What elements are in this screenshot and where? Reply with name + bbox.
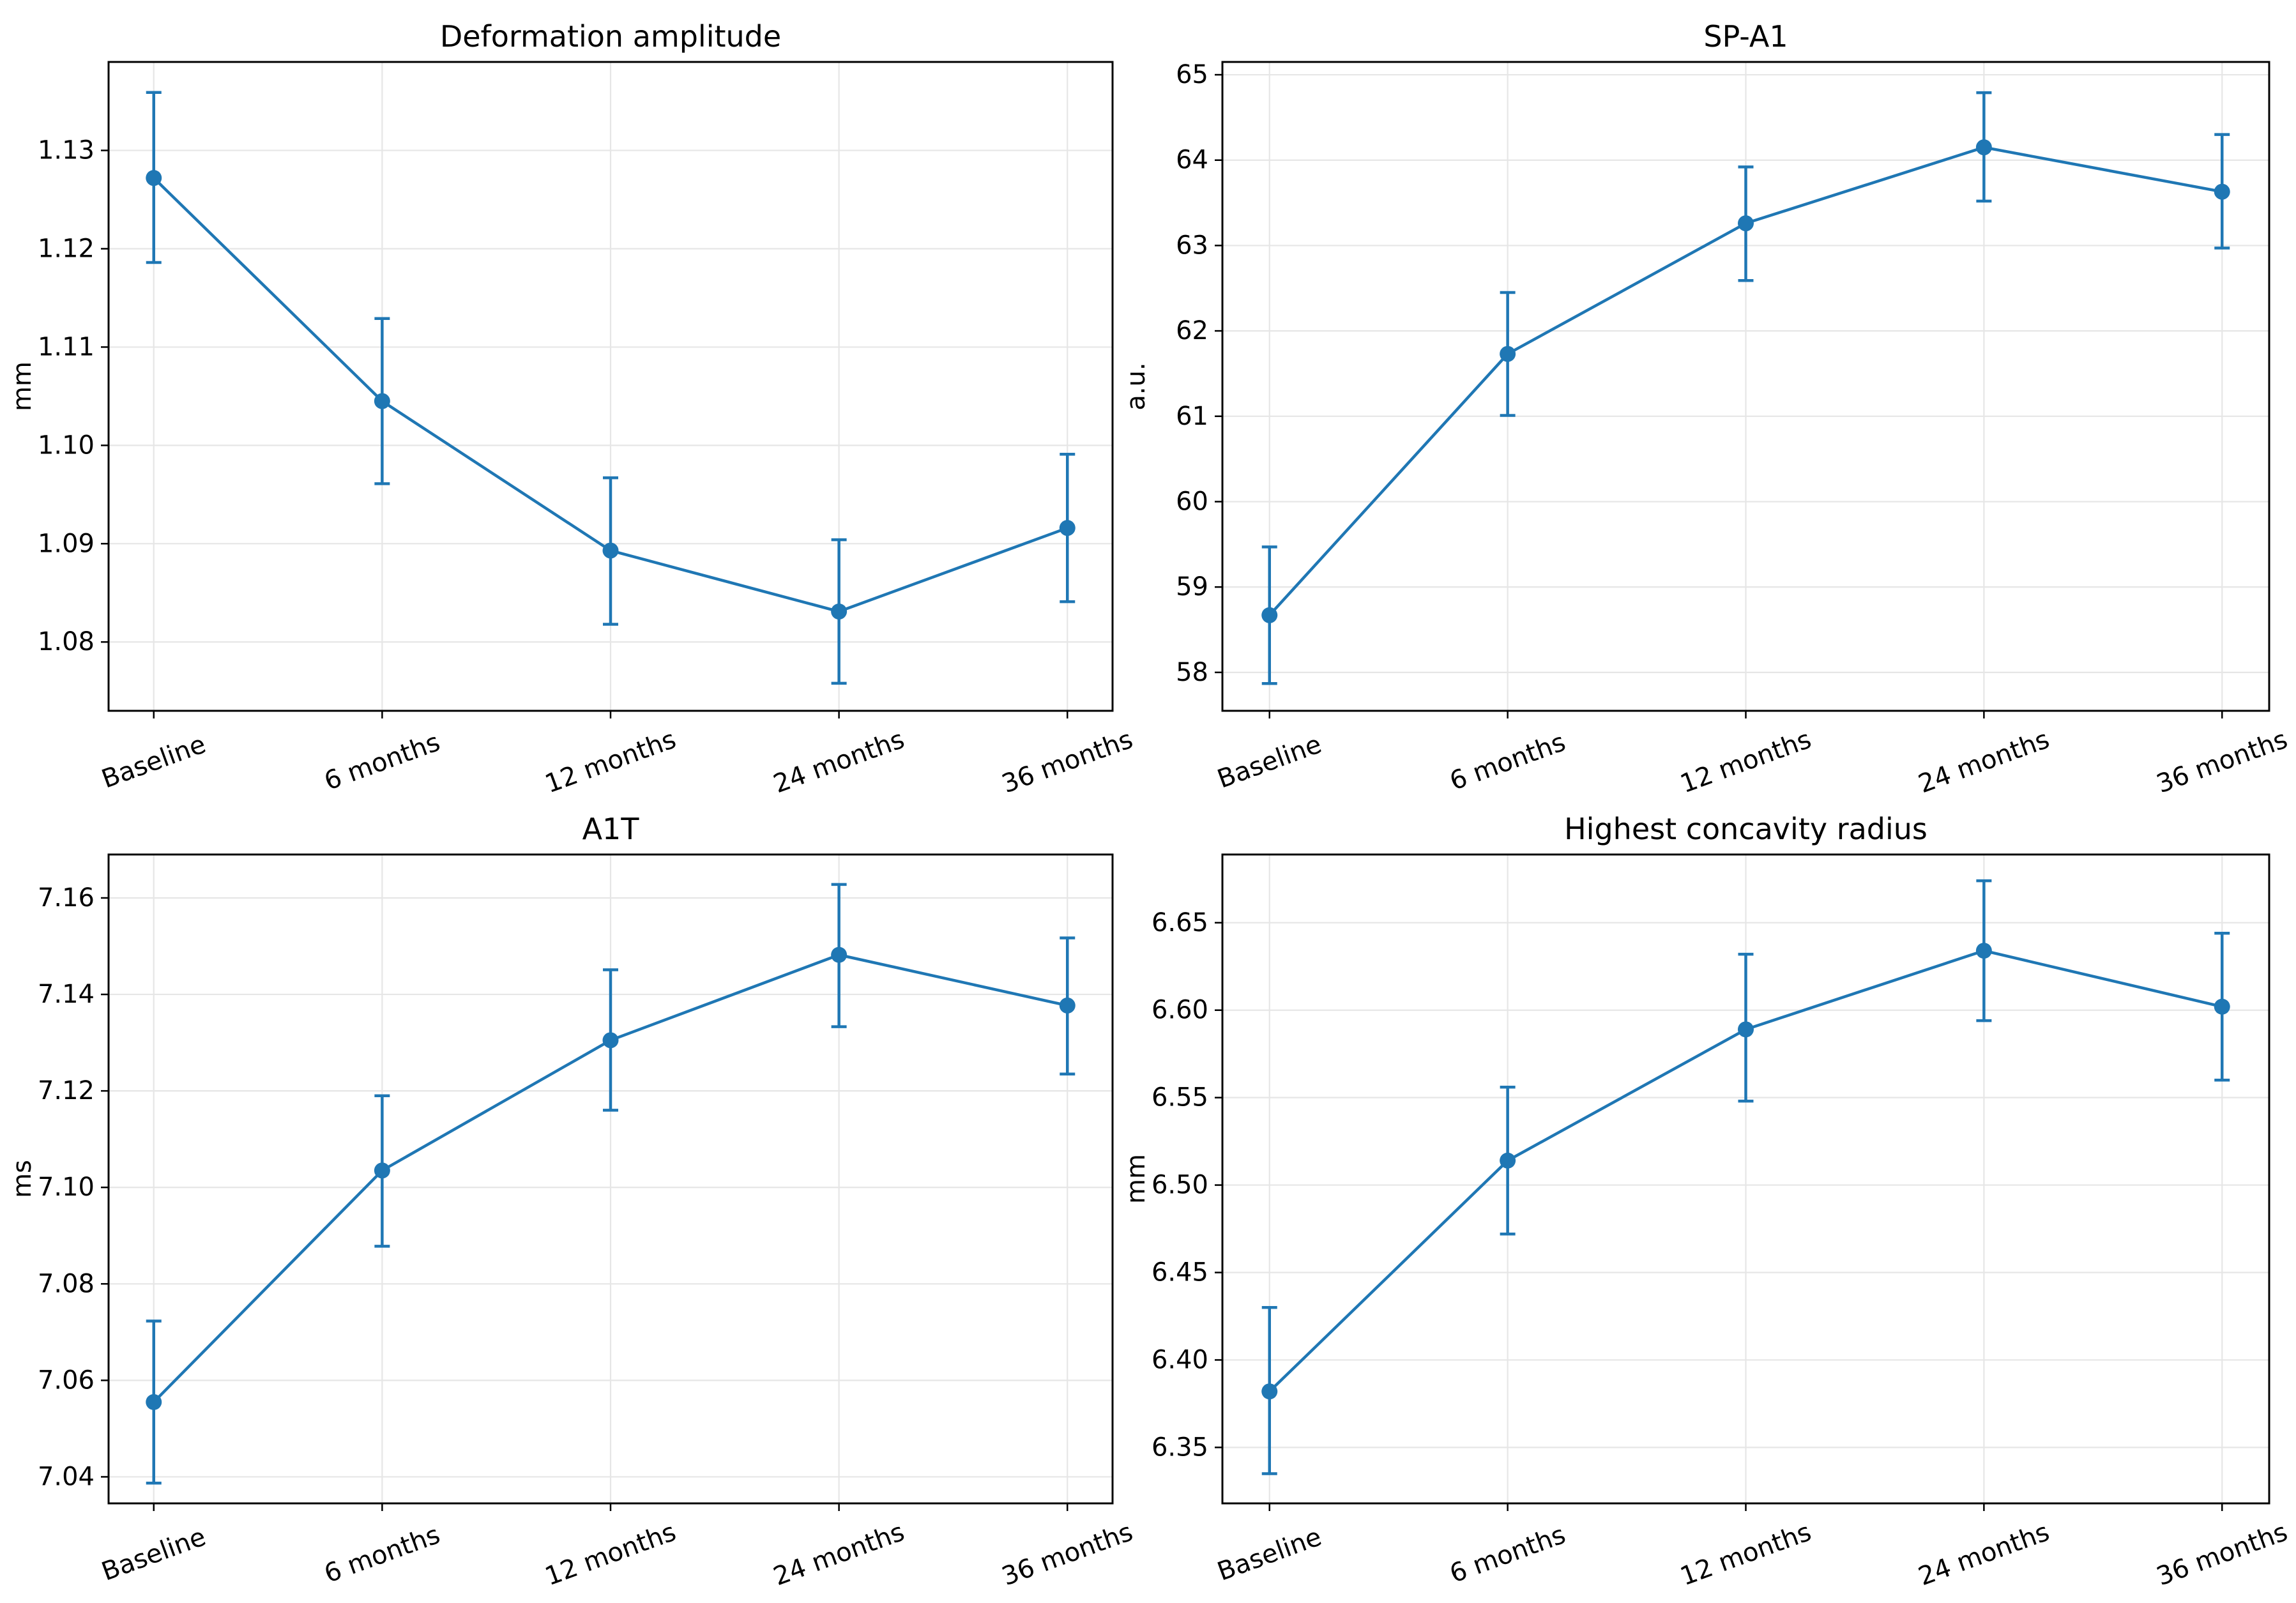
data-point <box>1738 215 1754 232</box>
x-tick-label: Baseline <box>1213 729 1325 794</box>
y-axis-label: mm <box>8 361 37 411</box>
data-point <box>1261 607 1278 623</box>
chart-title: SP-A1 <box>1703 19 1788 54</box>
y-tick-label: 1.10 <box>38 430 95 460</box>
y-tick-label: 6.35 <box>1152 1432 1208 1462</box>
plot-frame <box>107 853 1114 1505</box>
data-point <box>374 1162 390 1179</box>
x-tick-label: 24 months <box>1915 725 2053 800</box>
x-tick-label: 12 months <box>1676 1517 1815 1592</box>
y-tick-label: 60 <box>1176 487 1208 516</box>
x-tick-label: 36 months <box>998 1517 1137 1592</box>
y-tick-label: 1.12 <box>38 234 95 263</box>
y-axis-label: a.u. <box>1121 362 1151 410</box>
x-tick-label: 24 months <box>770 1517 908 1592</box>
y-tick-label: 7.10 <box>38 1173 95 1202</box>
data-point <box>1975 943 1992 959</box>
y-tick-label: 7.12 <box>38 1076 95 1105</box>
x-tick-label: 12 months <box>541 1517 680 1592</box>
data-point <box>1500 1152 1516 1169</box>
y-tick-label: 6.55 <box>1152 1083 1208 1113</box>
plot-frame <box>1221 61 2270 712</box>
y-tick-label: 58 <box>1176 658 1208 687</box>
chart-title: Highest concavity radius <box>1564 812 1927 846</box>
data-point <box>1738 1021 1754 1038</box>
x-tick-label: 6 months <box>1446 1520 1569 1589</box>
data-point <box>1500 346 1516 362</box>
chart-panel-3: 7.04 7.06 7.08 7.10 7.12 7.14 7.16 Baseline 6 mo… <box>8 812 1137 1592</box>
y-tick-label: 64 <box>1176 146 1208 175</box>
data-point <box>2214 183 2230 200</box>
x-tick-label: 6 months <box>321 727 444 796</box>
x-tick-label: 12 months <box>1676 725 1815 800</box>
data-point <box>2214 998 2230 1015</box>
data-point <box>1261 1383 1278 1400</box>
x-tick-label: 6 months <box>321 1520 444 1589</box>
y-tick-label: 61 <box>1176 402 1208 431</box>
x-tick-label: 36 months <box>2153 725 2292 800</box>
chart-panel-4: 6.35 6.40 6.45 6.50 6.55 6.60 6.65 Baseline 6 mo… <box>1121 812 2292 1592</box>
data-point <box>1059 520 1076 536</box>
y-tick-label: 6.65 <box>1152 908 1208 938</box>
data-point <box>1975 139 1992 156</box>
y-tick-label: 7.16 <box>38 883 95 913</box>
data-point <box>374 393 390 409</box>
y-tick-label: 6.40 <box>1152 1345 1208 1374</box>
data-point <box>831 604 848 620</box>
x-tick-label: 24 months <box>770 725 908 800</box>
y-tick-label: 1.11 <box>38 332 95 361</box>
y-tick-label: 7.08 <box>38 1269 95 1298</box>
x-tick-label: 24 months <box>1915 1517 2053 1592</box>
x-tick-label: Baseline <box>98 1522 209 1586</box>
data-point <box>831 946 848 963</box>
chart-title: Deformation amplitude <box>440 19 781 54</box>
y-tick-label: 7.14 <box>38 980 95 1009</box>
y-tick-label: 7.04 <box>38 1462 95 1491</box>
y-tick-label: 1.13 <box>38 136 95 165</box>
chart-title: A1T <box>582 812 640 846</box>
y-axis-label: ms <box>8 1160 37 1198</box>
data-point <box>146 1394 162 1410</box>
y-tick-label: 59 <box>1176 572 1208 602</box>
chart-panel-1: 1.08 1.09 1.10 1.11 1.12 1.13 Baseline 6 months… <box>8 19 1137 799</box>
y-tick-label: 62 <box>1176 316 1208 346</box>
plot-frame <box>1221 853 2270 1505</box>
y-tick-label: 1.09 <box>38 529 95 558</box>
y-tick-label: 63 <box>1176 231 1208 260</box>
y-tick-label: 6.60 <box>1152 996 1208 1025</box>
x-tick-label: Baseline <box>1213 1522 1325 1586</box>
x-tick-label: 12 months <box>541 725 680 800</box>
y-tick-label: 7.06 <box>38 1365 95 1395</box>
plot-frame <box>107 61 1114 712</box>
chart-panel-2: 58 59 60 61 62 63 64 65 Baseline 6 months 12 month… <box>1121 19 2292 799</box>
y-tick-label: 6.50 <box>1152 1171 1208 1200</box>
y-axis-label: mm <box>1121 1154 1151 1204</box>
y-tick-label: 65 <box>1176 60 1208 89</box>
y-tick-label: 6.45 <box>1152 1258 1208 1288</box>
x-tick-label: Baseline <box>98 729 209 794</box>
data-point <box>602 1032 619 1049</box>
data-point <box>602 542 619 559</box>
data-point <box>146 170 162 186</box>
y-tick-label: 1.08 <box>38 627 95 657</box>
x-tick-label: 6 months <box>1446 727 1569 796</box>
x-tick-label: 36 months <box>998 725 1137 800</box>
x-tick-label: 36 months <box>2153 1517 2292 1592</box>
data-point <box>1059 997 1076 1014</box>
